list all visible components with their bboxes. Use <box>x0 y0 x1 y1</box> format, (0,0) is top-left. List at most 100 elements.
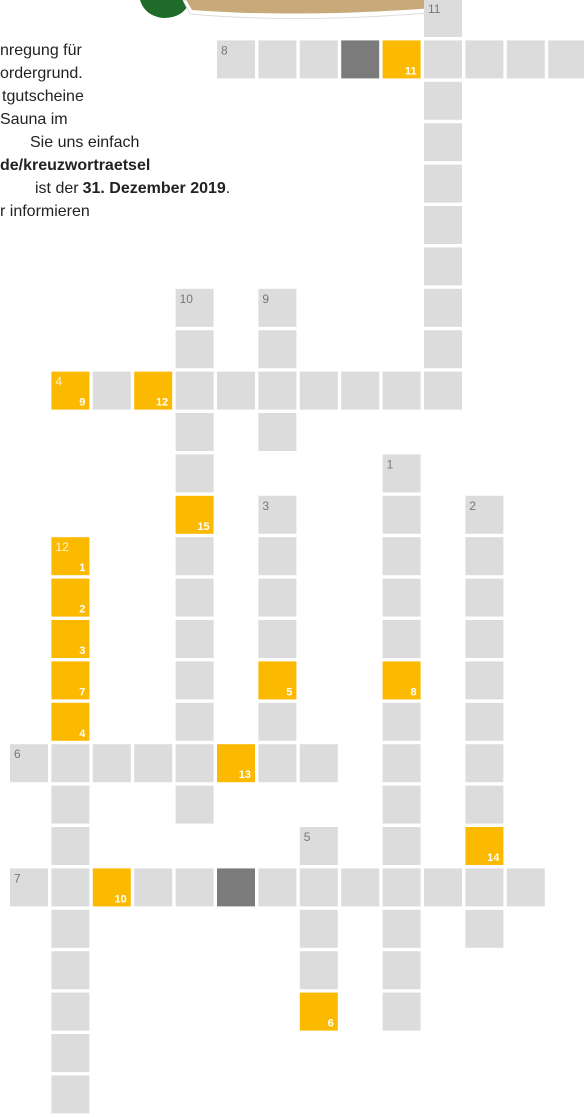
grid-cell <box>176 537 214 575</box>
grid-cell <box>465 40 503 78</box>
grid-cell <box>93 372 131 410</box>
grid-cell <box>383 910 421 948</box>
grid-cell <box>424 330 462 368</box>
grid-cell <box>383 827 421 865</box>
solution-number: 1 <box>79 562 85 574</box>
grid-cell <box>51 827 89 865</box>
grid-cell <box>176 413 214 451</box>
intro-line: nregung für <box>0 41 82 61</box>
logo-badge <box>140 0 190 18</box>
grid-cell <box>300 40 338 78</box>
intro-line: ordergrund. <box>0 64 83 84</box>
grid-cell <box>424 868 462 906</box>
grid-cell <box>465 786 503 824</box>
solution-number: 14 <box>487 852 500 864</box>
grid-cell <box>424 40 462 78</box>
grid-cell <box>383 744 421 782</box>
grid-cell <box>176 330 214 368</box>
grid-cell <box>507 868 545 906</box>
clue-number: 4 <box>55 375 62 389</box>
grid-cell <box>51 1034 89 1072</box>
grid-cell <box>341 40 379 78</box>
grid-cell <box>383 868 421 906</box>
intro-deadline: 31. Dezember 2019 <box>83 180 226 197</box>
clue-number: 5 <box>304 830 311 844</box>
grid-cell <box>300 372 338 410</box>
grid-cell <box>383 372 421 410</box>
grid-cell <box>424 372 462 410</box>
solution-number: 8 <box>410 686 416 698</box>
grid-cell <box>258 40 296 78</box>
grid-cell <box>51 951 89 989</box>
grid-cell <box>465 620 503 658</box>
solution-number: 4 <box>79 728 86 740</box>
grid-cell <box>51 744 89 782</box>
intro-text: ist der <box>35 180 79 197</box>
grid-cell <box>258 330 296 368</box>
grid-cell <box>258 868 296 906</box>
clue-number: 2 <box>469 499 476 513</box>
grid-cell <box>383 579 421 617</box>
grid-cell <box>217 372 255 410</box>
intro-line: tgutscheine <box>2 87 84 107</box>
grid-cell <box>176 372 214 410</box>
clue-number: 3 <box>262 499 269 513</box>
grid-cell <box>424 206 462 244</box>
clue-number: 6 <box>14 747 21 761</box>
grid-cell <box>51 786 89 824</box>
grid-cell <box>383 786 421 824</box>
grid-cell <box>383 703 421 741</box>
solution-number: 11 <box>405 65 417 77</box>
grid-cell <box>176 579 214 617</box>
grid-cell <box>217 868 255 906</box>
solution-number: 5 <box>286 686 292 698</box>
clue-number: 11 <box>428 2 441 16</box>
solution-number: 3 <box>79 645 85 657</box>
solution-number: 7 <box>79 686 85 698</box>
grid-cell <box>51 910 89 948</box>
grid-cell <box>51 868 89 906</box>
clue-number: 12 <box>55 540 69 554</box>
grid-cell <box>383 496 421 534</box>
grid-cell <box>258 744 296 782</box>
grid-cell <box>300 951 338 989</box>
intro-line: Sie uns einfach <box>30 133 139 153</box>
grid-cell <box>383 620 421 658</box>
clue-number: 9 <box>262 292 269 306</box>
grid-cell <box>300 910 338 948</box>
grid-cell <box>176 620 214 658</box>
clue-number: 1 <box>387 457 394 471</box>
grid-cell <box>176 454 214 492</box>
solution-number: 12 <box>156 397 168 409</box>
solution-number: 6 <box>328 1018 334 1030</box>
grid-cell <box>134 744 172 782</box>
grid-cell <box>176 661 214 699</box>
intro-link: de/kreuzwortraetsel <box>0 156 150 176</box>
grid-cell <box>176 786 214 824</box>
grid-cell <box>465 703 503 741</box>
solution-number: 9 <box>79 397 85 409</box>
grid-cell <box>383 537 421 575</box>
grid-cell <box>465 744 503 782</box>
grid-cell <box>465 661 503 699</box>
grid-cell <box>341 372 379 410</box>
grid-cell <box>258 579 296 617</box>
intro-text: . <box>226 180 230 197</box>
solution-number: 13 <box>239 769 251 781</box>
solution-number: 15 <box>197 521 209 533</box>
solution-number: 2 <box>79 604 85 616</box>
grid-cell <box>424 82 462 120</box>
grid-cell <box>176 744 214 782</box>
clue-number: 7 <box>14 871 21 885</box>
clue-number: 8 <box>221 43 228 57</box>
grid-cell <box>465 868 503 906</box>
grid-cell <box>258 703 296 741</box>
grid-cell <box>507 40 545 78</box>
grid-cell <box>176 868 214 906</box>
grid-cell <box>465 537 503 575</box>
solution-number: 10 <box>115 893 127 905</box>
grid-cell <box>176 703 214 741</box>
crossword-page: 118109413212657119121512358741314106 nre… <box>0 0 584 1117</box>
grid-cell <box>424 123 462 161</box>
